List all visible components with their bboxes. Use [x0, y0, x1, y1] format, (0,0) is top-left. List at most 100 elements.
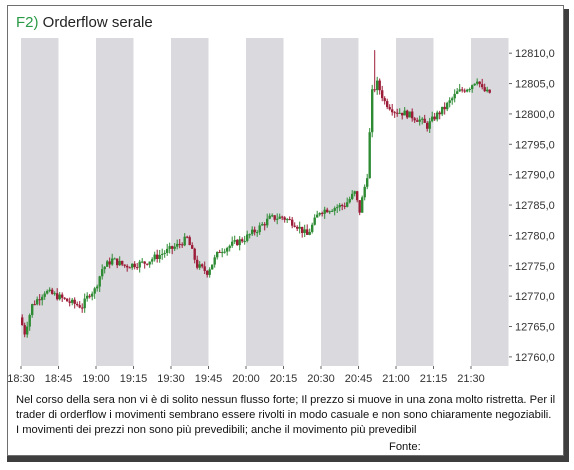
candle-body: [376, 80, 379, 91]
candle-body: [73, 299, 76, 304]
candle-body: [51, 289, 54, 294]
candle-body: [71, 299, 74, 303]
y-tick-label: 12775,0: [515, 261, 555, 273]
candle-body: [63, 297, 66, 299]
candle-body: [448, 100, 451, 103]
candle-body: [478, 81, 481, 85]
candle-body: [26, 326, 29, 335]
candle-body: [488, 89, 491, 93]
candle-body: [441, 106, 444, 115]
candle-body: [121, 260, 124, 265]
candle-body: [293, 225, 296, 227]
candle-body: [336, 207, 339, 209]
candle-body: [416, 120, 419, 122]
time-band: [246, 38, 284, 366]
candle-body: [396, 112, 399, 114]
candle-body: [158, 254, 161, 260]
x-tick-label: 21:15: [420, 373, 448, 385]
candle-body: [143, 261, 146, 264]
candle-body: [36, 299, 39, 305]
candle-body: [286, 219, 289, 221]
frame-shadow-right: [564, 9, 569, 462]
candle-body: [278, 216, 281, 219]
candle-body: [43, 293, 46, 297]
candle-body: [98, 276, 101, 287]
candle-body: [398, 112, 401, 114]
candle-body: [311, 224, 314, 232]
candle-body: [141, 261, 144, 263]
y-tick-label: 12800,0: [515, 109, 555, 121]
candle-body: [361, 197, 364, 213]
candle-body: [328, 211, 331, 213]
time-band: [396, 38, 434, 366]
y-tick-label: 12780,0: [515, 230, 555, 242]
candle-body: [156, 254, 159, 260]
candle-body: [481, 84, 484, 88]
candle-body: [93, 288, 96, 294]
candle-body: [386, 101, 389, 108]
candle-body: [123, 264, 126, 266]
candle-body: [348, 198, 351, 203]
candle-body: [378, 80, 381, 91]
candle-body: [216, 251, 219, 258]
candle-body: [81, 307, 84, 309]
candle-body: [428, 121, 431, 129]
candle-body: [356, 191, 359, 201]
candle-body: [273, 215, 276, 220]
candle-body: [373, 89, 376, 91]
x-tick-label: 20:45: [345, 373, 373, 385]
x-tick-label: 19:30: [157, 373, 185, 385]
chart-title: F2) Orderflow serale: [16, 14, 153, 31]
candle-body: [323, 209, 326, 214]
candle-body: [486, 89, 489, 92]
candle-body: [401, 112, 404, 116]
candle-body: [258, 225, 261, 233]
candle-body: [271, 215, 274, 217]
candle-body: [183, 236, 186, 246]
candle-body: [48, 289, 51, 292]
candle-body: [343, 205, 346, 207]
candle-body: [171, 246, 174, 249]
candle-body: [366, 178, 369, 187]
candle-body: [201, 264, 204, 267]
candle-body: [236, 240, 239, 246]
candle-body: [173, 246, 176, 249]
candle-body: [316, 214, 319, 218]
candle-body: [91, 293, 94, 297]
caption-text: Nel corso della sera non vi è di solito …: [16, 394, 556, 436]
candle-body: [176, 243, 179, 247]
candle-body: [178, 243, 181, 245]
candle-body: [138, 261, 141, 268]
candle-body: [46, 291, 49, 294]
candle-body: [113, 258, 116, 260]
candle-body: [393, 112, 396, 114]
chart-title-text: Orderflow serale: [42, 14, 153, 31]
candle-body: [283, 217, 286, 220]
candle-body: [66, 298, 69, 302]
candle-body: [451, 98, 454, 101]
candle-body: [238, 239, 241, 246]
candle-body: [353, 191, 356, 194]
candle-body: [126, 265, 129, 268]
candle-body: [446, 102, 449, 110]
candle-body: [431, 116, 434, 122]
candle-body: [388, 107, 391, 110]
candle-body: [253, 229, 256, 233]
candle-body: [383, 98, 386, 102]
candle-body: [228, 245, 231, 249]
candle-body: [106, 261, 109, 267]
candle-body: [186, 236, 189, 238]
candle-body: [458, 89, 461, 92]
frame-shadow-bottom: [7, 456, 569, 462]
candle-body: [83, 298, 86, 309]
candle-body: [281, 216, 284, 218]
candle-body: [246, 234, 249, 241]
candle-body: [426, 122, 429, 129]
candle-body: [193, 248, 196, 260]
candle-body: [118, 260, 121, 266]
x-tick-label: 19:45: [195, 373, 223, 385]
candle-body: [321, 212, 324, 214]
x-tick-label: 21:30: [457, 373, 485, 385]
candle-body: [371, 89, 374, 133]
